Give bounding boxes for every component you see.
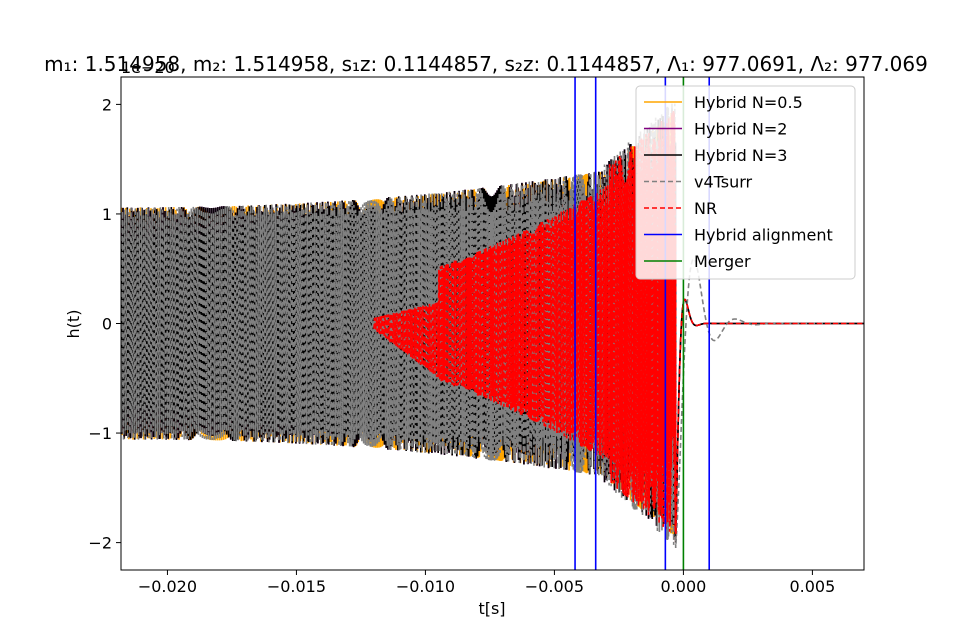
legend: Hybrid N=0.5 Hybrid N=2 Hybrid N=3 v4Tsurr N…: [635, 85, 856, 280]
x-axis: −0.020 −0.015 −0.010 −0.005 0.000 0.005: [138, 570, 835, 596]
x-tick-label: −0.020: [138, 577, 197, 596]
x-tick-label: 0.005: [789, 577, 835, 596]
y-axis: −2 −1 0 1 2: [88, 95, 121, 553]
legend-label: Hybrid N=2: [694, 120, 787, 139]
x-tick-label: 0.000: [661, 577, 707, 596]
legend-frame: [635, 85, 856, 280]
legend-label: Merger: [694, 252, 751, 271]
y-offset-text: 1e−20: [121, 58, 175, 77]
legend-label: v4Tsurr: [694, 173, 753, 192]
x-axis-label: t[s]: [478, 599, 505, 618]
y-axis-label: h(t): [64, 310, 83, 339]
series-lines: [121, 103, 864, 549]
y-tick-label: −2: [88, 534, 112, 553]
y-tick-label: −1: [88, 424, 112, 443]
x-tick-label: −0.005: [525, 577, 584, 596]
legend-label: NR: [694, 199, 717, 218]
legend-label: Hybrid alignment: [694, 226, 833, 245]
legend-label: Hybrid N=0.5: [694, 93, 803, 112]
series-line-4: [373, 111, 864, 535]
x-tick-label: −0.015: [267, 577, 326, 596]
x-tick-label: −0.010: [396, 577, 455, 596]
y-tick-label: 0: [102, 315, 112, 334]
y-tick-label: 2: [102, 95, 112, 114]
series-line-3: [121, 103, 864, 549]
legend-label: Hybrid N=3: [694, 146, 787, 165]
y-tick-label: 1: [102, 205, 112, 224]
chart-title: m₁: 1.514958, m₂: 1.514958, s₁z: 0.11448…: [44, 52, 928, 76]
